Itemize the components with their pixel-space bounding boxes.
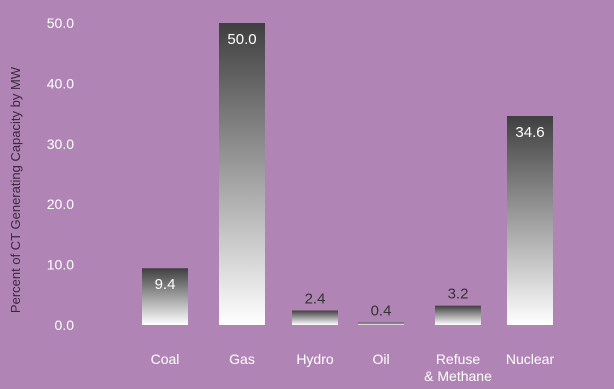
x-tick-label: Nuclear	[506, 351, 555, 367]
y-tick-label: 10.0	[47, 257, 74, 273]
data-label: 3.2	[448, 286, 469, 303]
x-tick-label: Oil	[372, 351, 389, 367]
bar-gas	[219, 23, 265, 325]
x-tick-label: Refuse & Methane	[424, 351, 492, 384]
x-tick-label: Coal	[151, 351, 180, 367]
y-tick-label: 20.0	[47, 196, 74, 212]
data-label: 2.4	[305, 291, 326, 308]
bar-refuse	[435, 305, 481, 325]
y-tick-label: 0.0	[55, 317, 75, 333]
data-label: 9.4	[155, 276, 176, 293]
category-labels: Coal Gas Hydro Oil Refuse & Methane Nuclear	[151, 351, 555, 384]
bars: 9.4 50.0 2.4 0.4 3.2 34.6	[142, 23, 553, 326]
bar-coal	[142, 268, 188, 325]
y-axis-label: Percent of CT Generating Capacity by MW	[8, 66, 23, 313]
y-tick-label: 50.0	[47, 15, 74, 31]
y-axis: 0.0 10.0 20.0 30.0 40.0 50.0	[47, 15, 74, 333]
y-tick-label: 40.0	[47, 75, 74, 91]
x-tick-label: Gas	[229, 351, 255, 367]
data-label: 34.6	[515, 124, 544, 141]
data-label: 0.4	[371, 303, 392, 320]
data-label: 50.0	[227, 31, 256, 48]
x-tick-label: Hydro	[296, 351, 334, 367]
bar-hydro	[292, 310, 338, 325]
bar-nuclear	[507, 116, 553, 326]
bar-oil	[358, 322, 404, 325]
y-tick-label: 30.0	[47, 136, 74, 152]
